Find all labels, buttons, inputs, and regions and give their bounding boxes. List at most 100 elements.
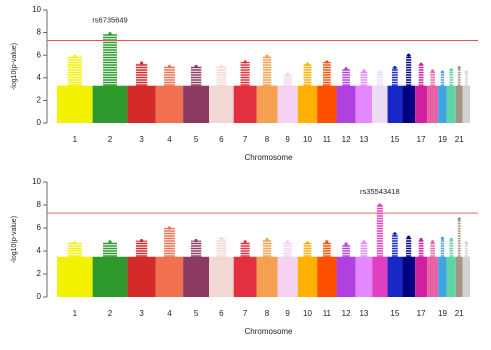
y-tick-label: 8 xyxy=(37,200,42,209)
peak-point xyxy=(286,240,290,244)
chromosome-band xyxy=(297,85,318,123)
y-tick-label: 0 xyxy=(37,118,42,127)
chromosome-band xyxy=(92,85,128,123)
x-axis-label: Chromosome xyxy=(244,153,293,162)
peak-point xyxy=(362,69,366,73)
x-tick-label: 7 xyxy=(243,135,248,144)
peak-point xyxy=(407,235,411,239)
y-tick-label: 8 xyxy=(37,28,42,37)
x-tick-label: 15 xyxy=(390,135,399,144)
chromosome-band xyxy=(355,256,373,297)
chromosome-band xyxy=(155,256,184,297)
chromosome-band xyxy=(277,256,298,297)
chromosome-band xyxy=(127,256,156,297)
peak-point xyxy=(243,60,247,64)
y-tick-label: 6 xyxy=(37,50,42,59)
peak-point xyxy=(393,232,397,236)
chromosome-band xyxy=(277,85,298,123)
chromosome-band xyxy=(455,256,463,297)
y-tick-label: 10 xyxy=(32,5,41,14)
peak-point xyxy=(464,70,468,74)
peak-point xyxy=(362,240,366,244)
chromosome-band xyxy=(372,85,388,123)
y-tick-label: 2 xyxy=(37,96,42,105)
y-tick-label: 6 xyxy=(37,223,42,232)
x-tick-label: 15 xyxy=(390,309,399,318)
chromosome-band xyxy=(415,85,428,123)
x-tick-label: 9 xyxy=(285,309,290,318)
x-tick-label: 10 xyxy=(303,309,312,318)
chromosome-band xyxy=(387,256,403,297)
peak-point xyxy=(140,61,144,65)
y-axis-label: -log10(p-value) xyxy=(11,43,18,90)
chromosome-band xyxy=(92,256,128,297)
x-axis-label: Chromosome xyxy=(244,327,293,336)
x-tick-label: 6 xyxy=(219,135,224,144)
chromosome-band xyxy=(233,85,257,123)
x-tick-label: 6 xyxy=(219,309,224,318)
x-tick-label: 12 xyxy=(342,309,351,318)
peak-point xyxy=(219,64,224,69)
x-tick-label: 8 xyxy=(265,135,270,144)
chromosome-band xyxy=(57,256,93,297)
peak-point xyxy=(194,64,198,69)
x-tick-label: 10 xyxy=(303,135,312,144)
peak-point xyxy=(219,236,224,240)
peak-point xyxy=(108,32,112,36)
chromosome-band xyxy=(317,256,337,297)
peak-point xyxy=(167,226,172,230)
chromosome-band xyxy=(183,256,210,297)
chromosome-band xyxy=(233,256,257,297)
peak-point xyxy=(108,240,112,244)
chromosome-band xyxy=(462,256,470,297)
chromosome-band xyxy=(317,85,337,123)
peak-point xyxy=(419,237,423,242)
x-tick-label: 2 xyxy=(108,135,113,144)
chromosome-band xyxy=(297,256,318,297)
chromosome-band xyxy=(438,85,447,123)
chromosome-band xyxy=(256,256,278,297)
chromosome-band xyxy=(209,256,234,297)
peak-point xyxy=(457,66,461,70)
x-tick-label: 3 xyxy=(139,135,144,144)
chromosome-band xyxy=(446,85,456,123)
y-tick-label: 4 xyxy=(37,246,42,255)
x-tick-label: 17 xyxy=(417,135,426,144)
chromosome-band xyxy=(438,256,447,297)
peak-point xyxy=(440,236,445,240)
peak-annotation: rs35543418 xyxy=(360,187,400,196)
x-tick-label: 17 xyxy=(417,309,426,318)
chromosome-band xyxy=(455,85,463,123)
peak-point xyxy=(305,241,310,245)
peak-point xyxy=(265,237,269,242)
x-tick-label: 8 xyxy=(265,309,270,318)
x-tick-label: 9 xyxy=(285,135,290,144)
x-tick-label: 4 xyxy=(167,309,172,318)
chromosome-band xyxy=(402,85,416,123)
y-tick-label: 2 xyxy=(37,269,42,278)
x-tick-label: 13 xyxy=(359,135,368,144)
peak-annotation: rs6735649 xyxy=(92,16,127,25)
x-tick-label: 12 xyxy=(342,135,351,144)
chromosome-band xyxy=(127,85,156,123)
peak-point xyxy=(325,240,329,244)
chromosome-band xyxy=(415,256,428,297)
peak-point xyxy=(378,203,382,207)
x-tick-label: 19 xyxy=(438,135,447,144)
peak-point xyxy=(265,54,269,58)
x-tick-label: 4 xyxy=(167,135,172,144)
peak-point xyxy=(449,237,453,242)
x-tick-label: 2 xyxy=(108,309,113,318)
chromosome-band xyxy=(446,256,456,297)
x-tick-label: 1 xyxy=(73,309,78,318)
y-tick-label: 10 xyxy=(32,177,41,186)
y-tick-label: 0 xyxy=(37,292,42,301)
peak-point xyxy=(73,54,77,58)
peak-point xyxy=(378,70,382,74)
peak-point xyxy=(167,64,172,69)
x-tick-label: 11 xyxy=(323,135,332,144)
x-tick-label: 19 xyxy=(438,309,447,318)
peak-point xyxy=(286,72,290,77)
peak-point xyxy=(431,69,435,73)
